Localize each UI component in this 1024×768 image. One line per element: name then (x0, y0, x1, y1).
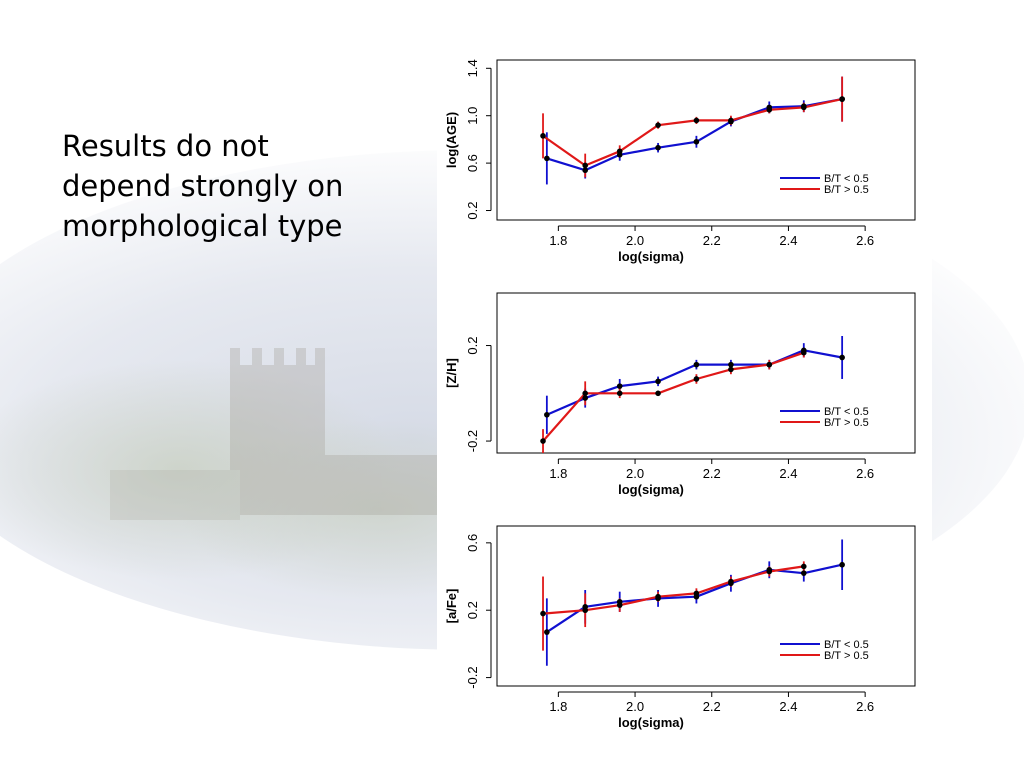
x-tick-label: 2.0 (626, 699, 644, 714)
legend-label: B/T < 0.5 (824, 639, 869, 651)
data-point (616, 602, 623, 608)
data-point (693, 361, 700, 368)
x-tick-label: 1.8 (549, 233, 567, 248)
legend-label: B/T > 0.5 (824, 650, 869, 662)
data-point (540, 438, 546, 444)
y-tick-label: 0.6 (465, 154, 480, 172)
data-point (693, 590, 700, 597)
tower-silhouette (110, 348, 440, 520)
x-tick-label: 2.6 (856, 233, 874, 248)
y-tick-label: 0.2 (465, 336, 480, 354)
data-point (693, 138, 700, 145)
slide-text-line: depend strongly on (62, 169, 344, 203)
x-tick-label: 2.4 (779, 699, 797, 714)
data-point (839, 354, 845, 361)
data-point (655, 144, 661, 151)
y-axis-label: [a/Fe] (444, 589, 459, 624)
alpha-fe-chart: 1.8 2.0 2.2 2.4 2.6 log(sigma) -0.2 0.2 0.6 [a/Fe… (444, 525, 916, 730)
data-point (728, 578, 734, 585)
data-point (766, 361, 773, 368)
x-tick-label: 1.8 (549, 466, 567, 481)
slide-text: Results do not depend strongly on morpho… (62, 126, 422, 246)
x-tick-label: 1.8 (549, 699, 567, 714)
y-tick-label: 0.2 (465, 201, 480, 219)
x-tick-label: 2.4 (779, 233, 797, 248)
data-point (544, 629, 550, 635)
x-tick-label: 2.2 (703, 233, 721, 248)
x-tick-label: 2.0 (626, 466, 644, 481)
plot-frame (496, 292, 916, 454)
y-tick-label: -0.2 (465, 666, 480, 688)
data-point (728, 117, 734, 124)
data-point (839, 561, 845, 568)
data-point (616, 390, 623, 397)
x-tick-label: 2.6 (856, 466, 874, 481)
age-chart: 1.8 2.0 2.2 2.4 2.6 log(sigma) 0.2 0.6 1.0 1.4 log… (444, 59, 916, 264)
plot-frame (496, 59, 916, 221)
data-point (582, 607, 589, 614)
data-point (582, 162, 589, 169)
x-tick-label: 2.2 (703, 466, 721, 481)
series-line (542, 351, 805, 442)
data-point (582, 395, 589, 401)
data-point (540, 133, 546, 139)
data-point (544, 155, 550, 162)
plot-frame (496, 525, 916, 687)
data-point (766, 568, 773, 575)
series-line (542, 565, 804, 615)
data-point (655, 122, 661, 128)
data-point (544, 411, 550, 418)
data-point (800, 349, 807, 356)
data-point (655, 593, 661, 600)
x-axis-label: log(sigma) (618, 715, 684, 730)
data-point (800, 104, 807, 111)
metallicity-chart: 1.8 2.0 2.2 2.4 2.6 log(sigma) -0.2 0.2 [Z/H] B/T… (444, 292, 916, 497)
slide-text-line: Results do not (62, 129, 269, 163)
y-tick-label: 1.4 (465, 59, 480, 77)
data-point (839, 96, 845, 102)
data-point (800, 563, 807, 570)
data-point (540, 610, 546, 617)
y-tick-label: 1.0 (465, 107, 480, 125)
data-point (728, 361, 734, 368)
data-point (582, 167, 589, 174)
data-point (655, 378, 661, 385)
data-point (655, 390, 661, 397)
x-tick-label: 2.0 (626, 233, 644, 248)
x-axis-label: log(sigma) (618, 482, 684, 497)
data-point (728, 366, 734, 373)
data-point (616, 383, 623, 389)
data-point (800, 570, 807, 576)
legend-label: B/T < 0.5 (824, 173, 869, 185)
y-tick-label: 0.2 (465, 601, 480, 619)
y-axis-label: [Z/H] (444, 358, 459, 388)
y-tick-label: -0.2 (465, 430, 480, 452)
data-point (693, 376, 700, 382)
data-point (616, 148, 623, 155)
legend-label: B/T < 0.5 (824, 406, 869, 418)
data-point (766, 106, 773, 113)
x-axis-label: log(sigma) (618, 249, 684, 264)
y-axis-label: log(AGE) (444, 112, 459, 168)
legend-label: B/T > 0.5 (824, 184, 869, 196)
x-tick-label: 2.6 (856, 699, 874, 714)
x-tick-label: 2.4 (779, 466, 797, 481)
data-point (693, 117, 700, 124)
chart-panels: 1.8 2.0 2.2 2.4 2.6 log(sigma) 0.2 0.6 1.0 1.4 log… (437, 50, 932, 730)
slide-text-line: morphological type (62, 209, 343, 243)
legend-label: B/T > 0.5 (824, 417, 869, 429)
x-tick-label: 2.2 (703, 699, 721, 714)
y-tick-label: 0.6 (465, 534, 480, 552)
data-point (582, 390, 589, 397)
